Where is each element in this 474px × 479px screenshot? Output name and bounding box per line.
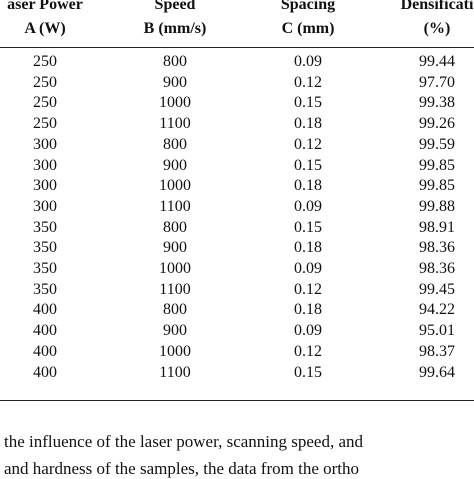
table-cell: 350	[33, 218, 57, 236]
table-cell: 0.18	[294, 301, 322, 319]
header-cell: aser Power	[7, 0, 83, 13]
caption-line: the influence of the laser power, scanni…	[4, 432, 364, 451]
table-cell: 0.15	[294, 218, 322, 236]
table-cell: 350	[33, 260, 57, 277]
table-cell: 0.12	[294, 280, 322, 298]
header-cell: A (W)	[24, 20, 66, 37]
table-cell: 300	[33, 135, 57, 153]
table-cell: 0.18	[294, 115, 322, 133]
table-cell: 98.37	[419, 342, 455, 360]
table-cell: 0.18	[294, 239, 322, 257]
table-cell: 1000	[159, 94, 191, 112]
table-cell: 0.15	[294, 156, 322, 174]
table-cell: 400	[33, 322, 57, 340]
table-cell: 98.91	[419, 218, 455, 236]
table-cell: 94.22	[419, 301, 455, 319]
table-cell: 99.88	[419, 197, 455, 215]
table-cell: 98.36	[419, 260, 455, 277]
table-cell: 900	[163, 322, 187, 340]
table-cell: 98.36	[419, 239, 455, 257]
table-cell: 800	[163, 53, 187, 70]
table-cell: 1100	[159, 363, 191, 381]
header-cell: Densificati	[400, 0, 474, 13]
table-cell: 300	[33, 197, 57, 215]
table-cell: 900	[163, 73, 187, 91]
header-cell: C (mm)	[281, 20, 335, 37]
table-cell: 99.44	[419, 53, 455, 70]
caption-line: and hardness of the samples, the data fr…	[4, 459, 360, 478]
table-cell: 400	[33, 301, 57, 319]
table-cell: 1100	[159, 197, 191, 215]
table-cell: 1100	[159, 115, 191, 133]
table-cell: 1000	[159, 177, 191, 195]
table-cell: 99.59	[419, 135, 455, 153]
table-cell: 250	[33, 53, 57, 70]
table-cell: 0.12	[294, 342, 322, 360]
table-cell: 350	[33, 239, 57, 257]
table-cell: 1000	[159, 342, 191, 360]
table-cell: 0.18	[294, 177, 322, 195]
table-cell: 350	[33, 280, 57, 298]
table-cell: 1000	[159, 260, 191, 277]
table-cell: 99.64	[419, 363, 455, 381]
header-cell: Spacing	[280, 0, 336, 13]
table-cell: 900	[163, 156, 187, 174]
bottom-rule	[0, 400, 474, 401]
table-cell: 99.85	[419, 177, 455, 195]
table-cell: 300	[33, 177, 57, 195]
table-cell: 0.09	[294, 322, 322, 340]
header-cell: B (mm/s)	[143, 20, 207, 37]
table-cell: 400	[33, 363, 57, 381]
table-cell: 0.15	[294, 363, 322, 381]
table-cell: 0.12	[294, 135, 322, 153]
table-cell: 800	[163, 218, 187, 236]
table-cell: 0.09	[294, 260, 322, 277]
table-cell: 250	[33, 94, 57, 112]
header-rule	[0, 47, 474, 48]
table-cell: 99.45	[419, 280, 455, 298]
table-cell: 900	[163, 239, 187, 257]
table-cell: 0.09	[294, 197, 322, 215]
table-cell: 97.70	[419, 73, 455, 91]
table-cell: 1100	[159, 280, 191, 298]
header-cell: (%)	[423, 20, 451, 37]
table-cell: 800	[163, 301, 187, 319]
table-cell: 800	[163, 135, 187, 153]
table-cell: 250	[33, 73, 57, 91]
table-cell: 0.15	[294, 94, 322, 112]
header-cell: Speed	[154, 0, 196, 13]
table-cell: 0.09	[294, 53, 322, 70]
table-cell: 0.12	[294, 73, 322, 91]
table-cell: 300	[33, 156, 57, 174]
table-cell: 400	[33, 342, 57, 360]
table-cell: 95.01	[419, 322, 455, 340]
table-cell: 99.38	[419, 94, 455, 112]
table-cell: 250	[33, 115, 57, 133]
table-cell: 99.26	[419, 115, 455, 133]
table-cell: 99.85	[419, 156, 455, 174]
